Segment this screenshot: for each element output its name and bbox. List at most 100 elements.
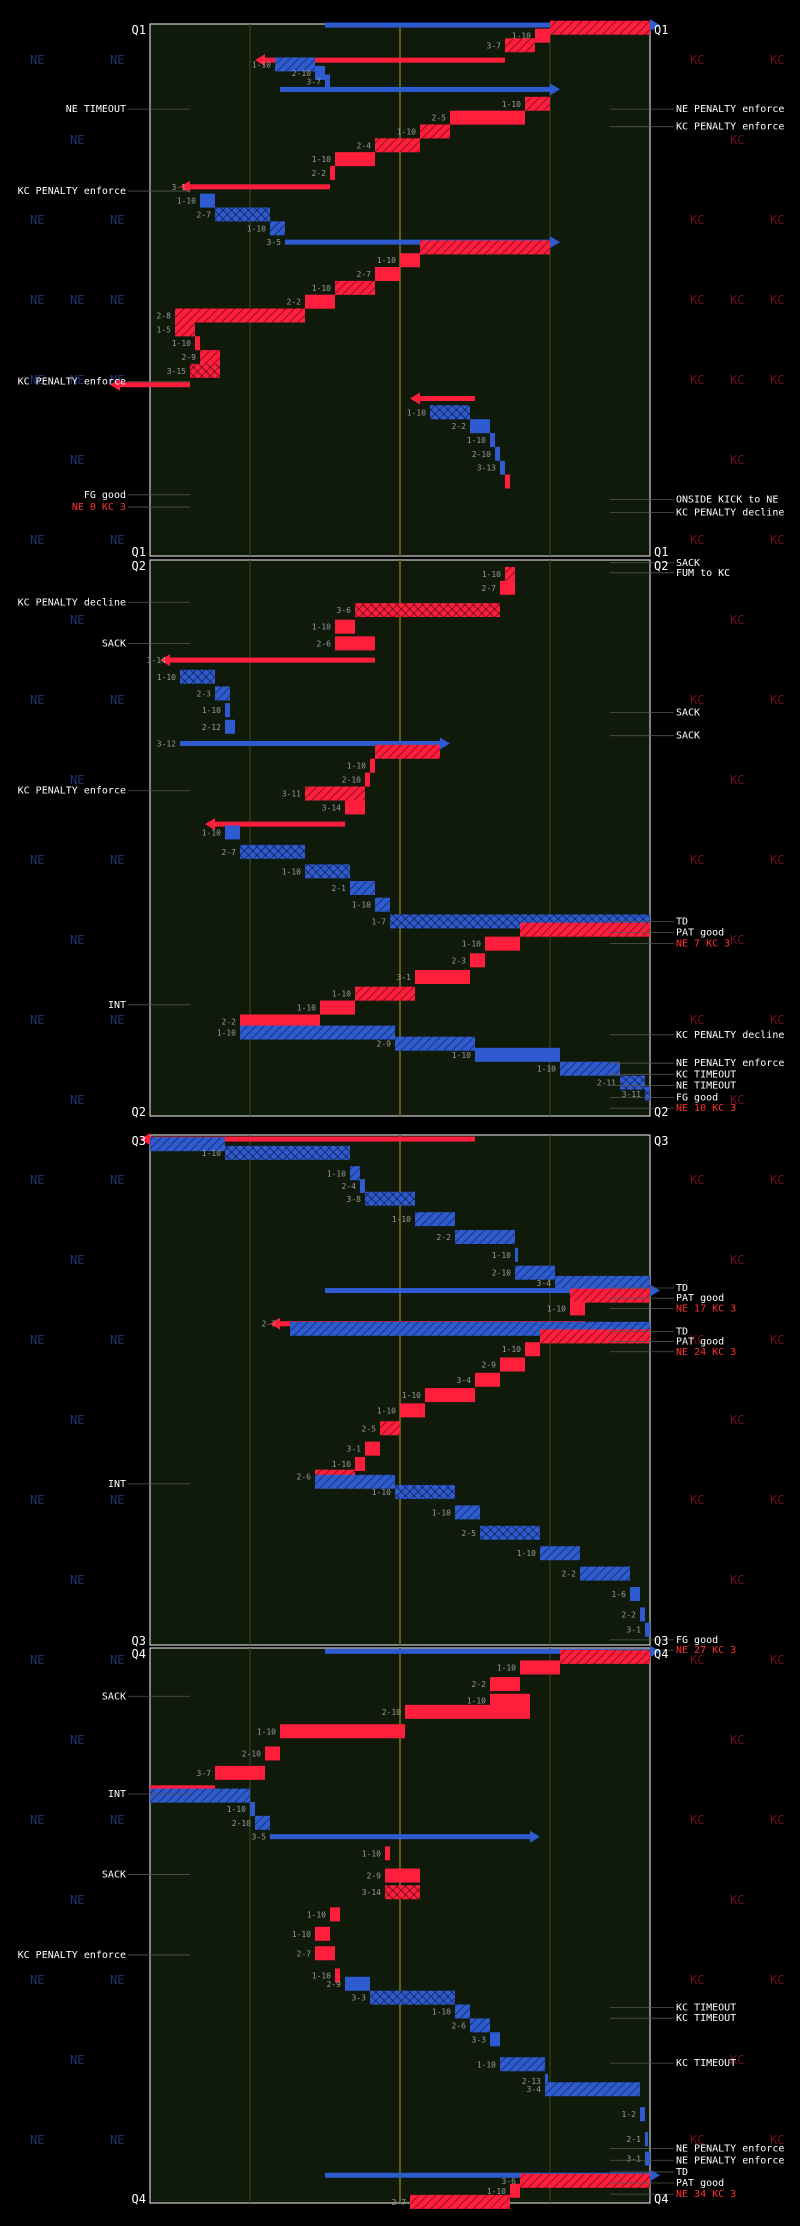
watermark-kc: KC — [690, 1973, 704, 1987]
watermark-ne: NE — [30, 1013, 44, 1027]
quarter-label: Q3 — [132, 1134, 146, 1148]
play-bar — [330, 165, 335, 180]
watermark-ne: NE — [110, 1333, 124, 1347]
down-distance-label: 2-5 — [432, 114, 447, 123]
play-ne: 1-10 — [492, 1247, 518, 1262]
down-distance-label: 2-9 — [327, 1980, 342, 1989]
play-ne: 1-10 — [227, 1801, 255, 1816]
watermark-ne: NE — [70, 613, 84, 627]
event-label: NE TIMEOUT — [66, 104, 126, 115]
play-ne: 1-10 — [432, 1505, 480, 1520]
event-left: INT — [108, 1789, 190, 1800]
play-bar — [420, 240, 550, 255]
down-distance-label: 2-2 — [287, 298, 302, 307]
watermark-ne: NE — [70, 1413, 84, 1427]
down-distance-label: 1-10 — [492, 1251, 511, 1260]
down-distance-label: 1-2 — [622, 2110, 637, 2119]
play-bar — [315, 1946, 335, 1961]
down-distance-label: 1-7 — [372, 917, 387, 926]
down-distance-label: 2-7 — [222, 848, 237, 857]
down-distance-label: 1-10 — [362, 1849, 381, 1858]
watermark-kc: KC — [730, 1733, 744, 1747]
watermark-kc: KC — [690, 1173, 704, 1187]
play-kc: 1-10 — [332, 1456, 365, 1471]
down-distance-label: 1-10 — [467, 1697, 486, 1706]
play-bar — [350, 1166, 360, 1181]
play-ne — [150, 1137, 225, 1152]
watermark-ne: NE — [110, 1973, 124, 1987]
play-bar — [570, 1301, 585, 1316]
drive-arrow-shaft — [180, 740, 440, 746]
watermark-ne: NE — [30, 693, 44, 707]
play-kc: 1-10 — [377, 1403, 425, 1418]
event-left: INT — [108, 1479, 190, 1490]
down-distance-label: 2-6 — [317, 639, 332, 648]
play-bar — [630, 1587, 640, 1601]
play-ne: 1-10 — [407, 405, 470, 420]
watermark-kc: KC — [730, 613, 744, 627]
watermark-ne: NE — [110, 1013, 124, 1027]
drive-arrow-head — [650, 1645, 660, 1658]
watermark-ne: NE — [70, 373, 84, 387]
play-ne — [325, 1284, 660, 1297]
play-bar — [380, 1421, 400, 1436]
play-bar — [515, 1247, 518, 1262]
drive-arrow-shaft — [170, 657, 375, 663]
drive-arrow-head — [530, 1830, 540, 1843]
drive-arrow-head — [650, 1284, 660, 1297]
event-label: FG good — [676, 1093, 718, 1104]
down-distance-label: 1-10 — [202, 1149, 221, 1158]
down-distance-label: 1-10 — [547, 1304, 566, 1313]
play-bar — [520, 1660, 560, 1675]
drive-arrow-shaft — [150, 1136, 475, 1142]
event-right: SACK — [610, 558, 700, 569]
down-distance-label: 2-9 — [367, 1872, 382, 1881]
watermark-ne: NE — [30, 1333, 44, 1347]
event-label: KC PENALTY decline — [18, 597, 126, 608]
watermark-kc: KC — [690, 293, 704, 307]
watermark-kc: KC — [690, 213, 704, 227]
watermark-ne: NE — [70, 773, 84, 787]
play-kc: 3-15 — [167, 363, 220, 378]
event-right: NE 17 KC 3 — [610, 1303, 736, 1314]
watermark-kc: KC — [770, 1973, 784, 1987]
play-bar — [470, 953, 485, 968]
down-distance-label: 2-6 — [297, 1473, 312, 1482]
play-kc: 1-10 — [512, 28, 550, 43]
event-label: TD — [676, 916, 688, 927]
watermark-ne: NE — [30, 2133, 44, 2147]
down-distance-label: 2-4 — [342, 1182, 357, 1191]
event-right: TD — [610, 2167, 688, 2178]
down-distance-label: 2-2 — [622, 1610, 637, 1619]
down-distance-label: 1-10 — [257, 1727, 276, 1736]
watermark-ne: NE — [70, 1253, 84, 1267]
play-bar — [225, 1145, 350, 1160]
down-distance-label: 1-10 — [292, 1930, 311, 1939]
quarter-label: Q2 — [654, 559, 668, 573]
drive-arrow-shaft — [120, 382, 190, 388]
play-bar — [365, 772, 370, 787]
watermark-kc: KC — [730, 1413, 744, 1427]
plays-layer: 1-103-71-102-103-71-102-51-102-41-102-23… — [110, 19, 660, 2209]
play-bar — [225, 719, 235, 734]
play-ne: 2-10 — [292, 65, 325, 80]
down-distance-label: 1-10 — [177, 197, 196, 206]
down-distance-label: 1-10 — [452, 1051, 471, 1060]
quarter-label: Q2 — [654, 1105, 668, 1119]
watermark-ne: NE — [110, 533, 124, 547]
play-ne: 2-10 — [232, 1815, 270, 1830]
play-kc: 1-10 — [307, 1907, 340, 1922]
watermark-ne: NE — [30, 1653, 44, 1667]
play-ne: 3-11 — [622, 1086, 650, 1101]
watermark-kc: KC — [690, 853, 704, 867]
play-ne: 2-2 — [452, 419, 490, 434]
event-right: TD — [610, 1326, 688, 1337]
play-kc: 2-3 — [452, 953, 485, 968]
down-distance-label: 1-10 — [477, 2060, 496, 2069]
down-distance-label: 1-10 — [512, 32, 531, 41]
quarter-label: Q4 — [132, 2192, 146, 2206]
event-label: SACK — [676, 558, 700, 569]
play-ne: 2-5 — [462, 1525, 540, 1540]
down-distance-label: 3-4 — [457, 1376, 472, 1385]
down-distance-label: 3-7 — [197, 1769, 212, 1778]
